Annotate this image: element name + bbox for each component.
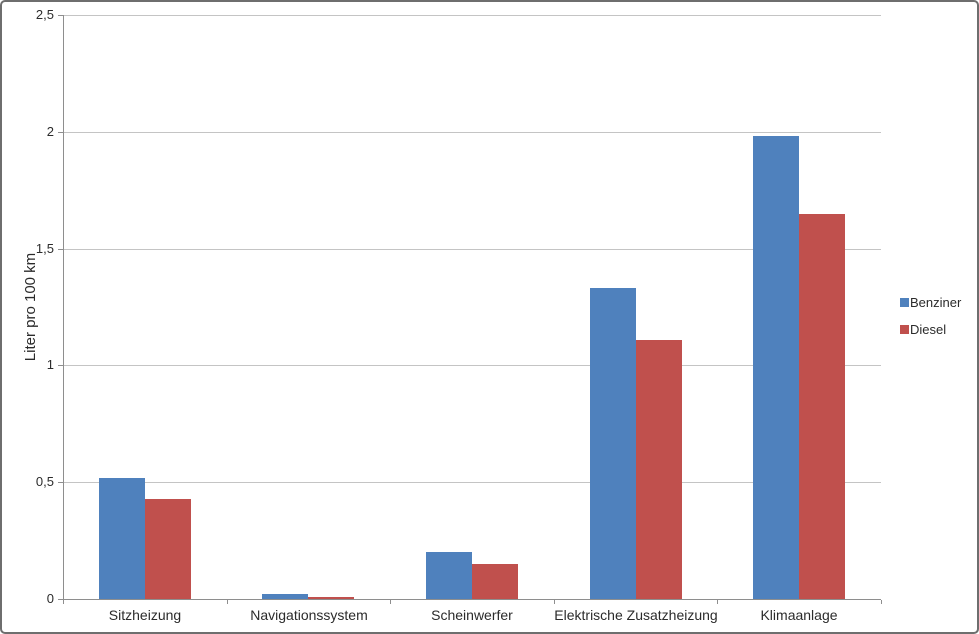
bar-benziner-scheinwerfer: [426, 552, 472, 599]
bar-diesel-navigationssystem: [308, 597, 354, 599]
y-tick-label: 0: [46, 591, 54, 606]
y-tick: [58, 15, 63, 16]
x-tick: [63, 600, 64, 604]
gridline: [63, 365, 881, 367]
bar-benziner-navigationssystem: [262, 594, 308, 599]
y-tick: [58, 599, 63, 600]
bar-diesel-sitzheizung: [145, 499, 191, 599]
y-tick-label: 2,5: [35, 7, 54, 22]
x-axis-line: [63, 599, 881, 600]
y-tick: [58, 248, 63, 250]
category-label: Klimaanlage: [760, 607, 838, 623]
x-tick: [881, 600, 882, 604]
y-tick-label: 0,5: [35, 474, 54, 490]
x-tick: [717, 600, 718, 604]
gridline: [63, 131, 881, 133]
legend: Benziner Diesel: [900, 295, 961, 349]
x-tick: [227, 600, 228, 604]
y-tick: [58, 482, 63, 484]
gridline: [63, 248, 881, 250]
bar-diesel-klimaanlage: [799, 214, 845, 599]
bar-diesel-elektrische-zusatzheizung: [636, 340, 682, 599]
y-axis-line: [63, 15, 64, 599]
gridline: [63, 482, 881, 484]
legend-label: Benziner: [910, 295, 962, 310]
legend-swatch-diesel: [900, 325, 909, 334]
bar-benziner-klimaanlage: [753, 136, 799, 599]
legend-label: Diesel: [910, 322, 947, 337]
category-label: Scheinwerfer: [431, 607, 513, 623]
legend-swatch-benziner: [900, 298, 909, 307]
y-tick-label: 1: [46, 357, 54, 373]
category-label: Elektrische Zusatzheizung: [554, 607, 718, 623]
legend-item-diesel: Diesel: [900, 322, 961, 337]
y-tick-label: 1,5: [35, 240, 54, 256]
y-tick: [58, 131, 63, 133]
y-tick-label: 2: [46, 123, 54, 139]
bar-diesel-scheinwerfer: [472, 564, 518, 599]
gridline: [63, 15, 881, 16]
x-tick: [390, 600, 391, 604]
legend-item-benziner: Benziner: [900, 295, 961, 310]
category-label: Navigationssystem: [250, 607, 368, 623]
bar-benziner-elektrische-zusatzheizung: [590, 288, 636, 599]
category-label: Sitzheizung: [108, 607, 182, 623]
x-tick: [554, 600, 555, 604]
y-tick: [58, 365, 63, 367]
bar-benziner-sitzheizung: [99, 478, 145, 599]
